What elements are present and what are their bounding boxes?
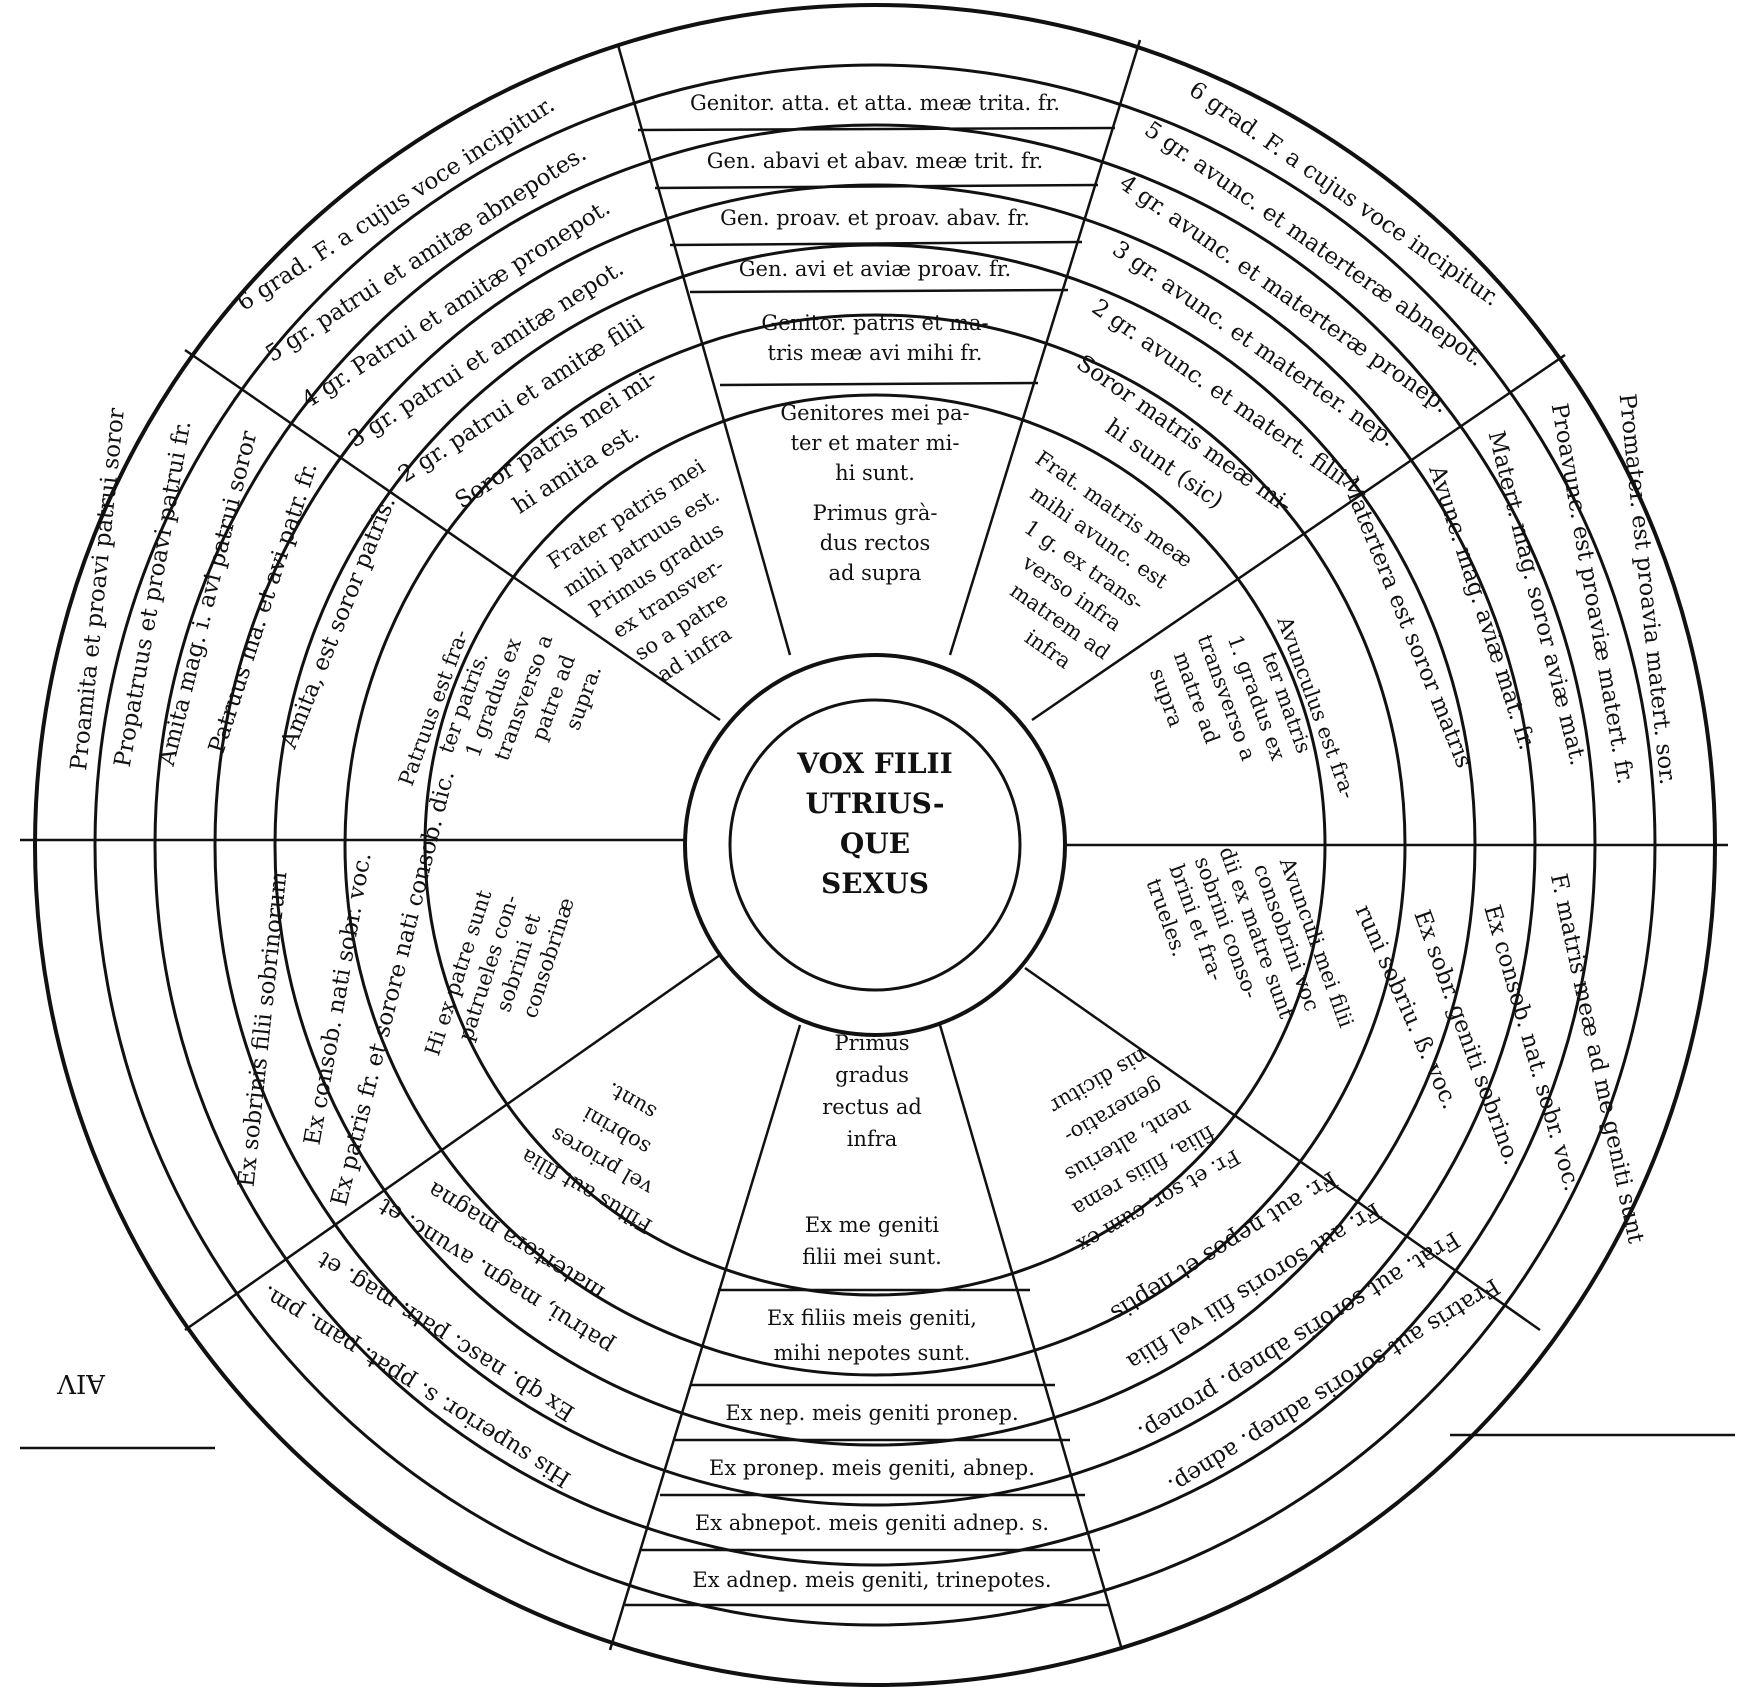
bottom-inner-2: mihi nepotes sunt.: [774, 1341, 971, 1365]
center-line-1: VOX FILII: [796, 747, 952, 780]
top-cell-sep-5: [719, 381, 1039, 387]
spoke-upper-right: [1031, 353, 1566, 722]
bottom-column-left-edge: [608, 1024, 802, 1651]
top-cell-sep-4: [689, 288, 1069, 294]
bottom-cell-2: Ex pronep. meis geniti, abnep.: [709, 1456, 1035, 1480]
bottom-core-6: Ex me geniti: [805, 1213, 939, 1237]
top-inner-1: Genitor. patris et ma-: [761, 311, 988, 335]
bottom-cell-3: Ex abnepot. meis geniti adnep. s.: [695, 1511, 1049, 1535]
top-cell-1: Genitor. atta. et atta. meæ trita. fr.: [690, 91, 1060, 115]
top-cell-sep-2: [654, 183, 1099, 190]
bottom-core-7: filii mei sunt.: [802, 1245, 942, 1269]
center-inner-ring: [728, 698, 1022, 992]
top-column: Genitor. atta. et atta. meæ trita. fr. G…: [690, 91, 1060, 585]
top-column-right-edge: [948, 39, 1142, 656]
bottom-core-4: infra: [847, 1127, 898, 1151]
bottom-inner-1: Ex filiis meis geniti,: [767, 1306, 977, 1330]
bottom-core-2: gradus: [835, 1063, 909, 1087]
bottom-column: Primus gradus rectus ad infra Ex me geni…: [692, 1031, 1051, 1592]
top-core-1: Genitores mei pa-: [780, 401, 969, 425]
center-line-3: QUE: [840, 827, 910, 860]
top-cell-sep-3: [669, 240, 1083, 247]
top-core-6: ad supra: [829, 561, 922, 585]
bottom-column-right-edge: [938, 1024, 1124, 1651]
upper-right-arcs: 6 grad. F. a cujus voce incipitur. 5 gr.…: [1006, 77, 1504, 674]
spoke-upper-left: [184, 348, 721, 722]
top-core-2: ter et mater mi-: [791, 431, 960, 455]
top-column-left-edge: [616, 44, 792, 656]
bottom-core-1: Primus: [834, 1031, 909, 1055]
bottom-cell-4: Ex adnep. meis geniti, trinepotes.: [692, 1568, 1051, 1592]
top-cell-sep-1: [637, 126, 1116, 132]
bottom-cell-1: Ex nep. meis geniti pronep.: [725, 1401, 1018, 1425]
right-lower-columns: F. matris meæ ad me geniti sunt Ex conso…: [1141, 844, 1648, 1247]
spoke-lower-left: [184, 953, 721, 1332]
top-core-3: hi sunt.: [835, 461, 915, 485]
center-label: VOX FILII UTRIUS- QUE SEXUS: [796, 747, 952, 900]
top-cell-3: Gen. proav. et proav. abav. fr.: [720, 206, 1030, 230]
center-line-4: SEXUS: [821, 867, 929, 900]
top-core-5: dus rectos: [820, 531, 931, 555]
top-core-4: Primus grà-: [813, 501, 938, 525]
center-line-2: UTRIUS-: [806, 787, 945, 820]
lower-right-arcs: Fratris aut sororis adnep. adnep. Frat. …: [1045, 1044, 1504, 1500]
spoke-lower-right: [1024, 966, 1541, 1332]
bottom-core-3: rectus ad: [822, 1095, 922, 1119]
top-cell-4: Gen. avi et aviæ proav. fr.: [739, 257, 1011, 281]
top-inner-2: tris meæ avi mihi fr.: [768, 341, 983, 365]
top-cell-2: Gen. abavi et abav. meæ trit. fr.: [707, 149, 1043, 173]
margin-mark: AIV: [56, 1368, 106, 1398]
